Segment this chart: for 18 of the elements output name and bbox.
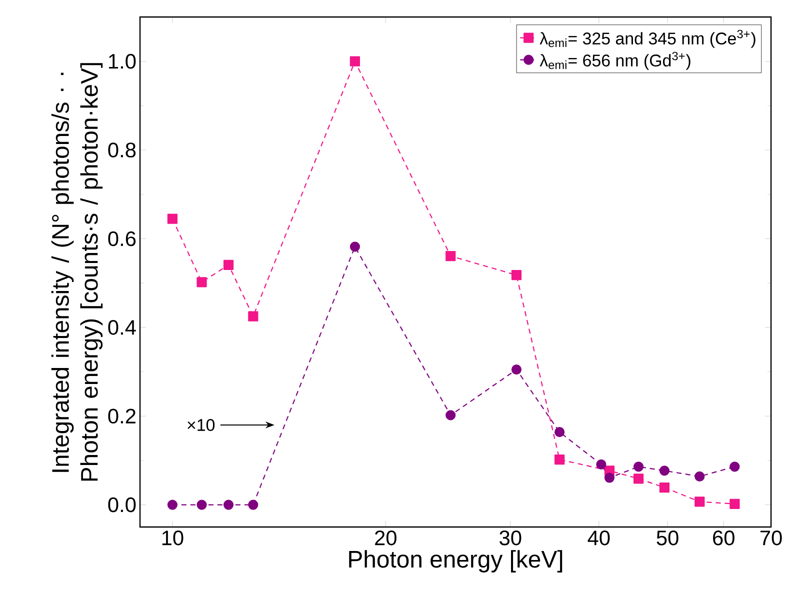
x-tick-label: 10 — [162, 530, 184, 546]
y-tick-label: 0.4 — [108, 320, 136, 335]
y-tick-label: 0.2 — [108, 408, 136, 424]
y-tick-label: 0.8 — [108, 142, 136, 158]
x-tick-label: 60 — [713, 530, 734, 546]
legend-label: λ$_{emi}$= 325 and 345 nm (Ce$^{3+}$) — [540, 30, 756, 48]
x-tick-label: 40 — [588, 530, 610, 546]
legend-label: λ$_{emi}$= 656 nm (Gd$^{3+}$) — [540, 52, 690, 70]
x-tick-label: 30 — [500, 530, 522, 546]
x-axis-title: Photon energy [keV] — [349, 550, 562, 572]
y-tick-label: 0.6 — [108, 231, 136, 246]
x-tick-label: 50 — [656, 530, 678, 546]
y-axis-title: Integrated intensity / (N° photons/s · · Photon energy) [counts·s / photon·keV] — [51, 63, 103, 481]
x-tick-label: 20 — [375, 530, 396, 546]
y-tick-label: 1.0 — [109, 54, 136, 69]
x-tick-label: 70 — [760, 530, 782, 546]
y-tick-label: 0.0 — [108, 497, 136, 512]
annotation: ×10 — [188, 418, 215, 431]
